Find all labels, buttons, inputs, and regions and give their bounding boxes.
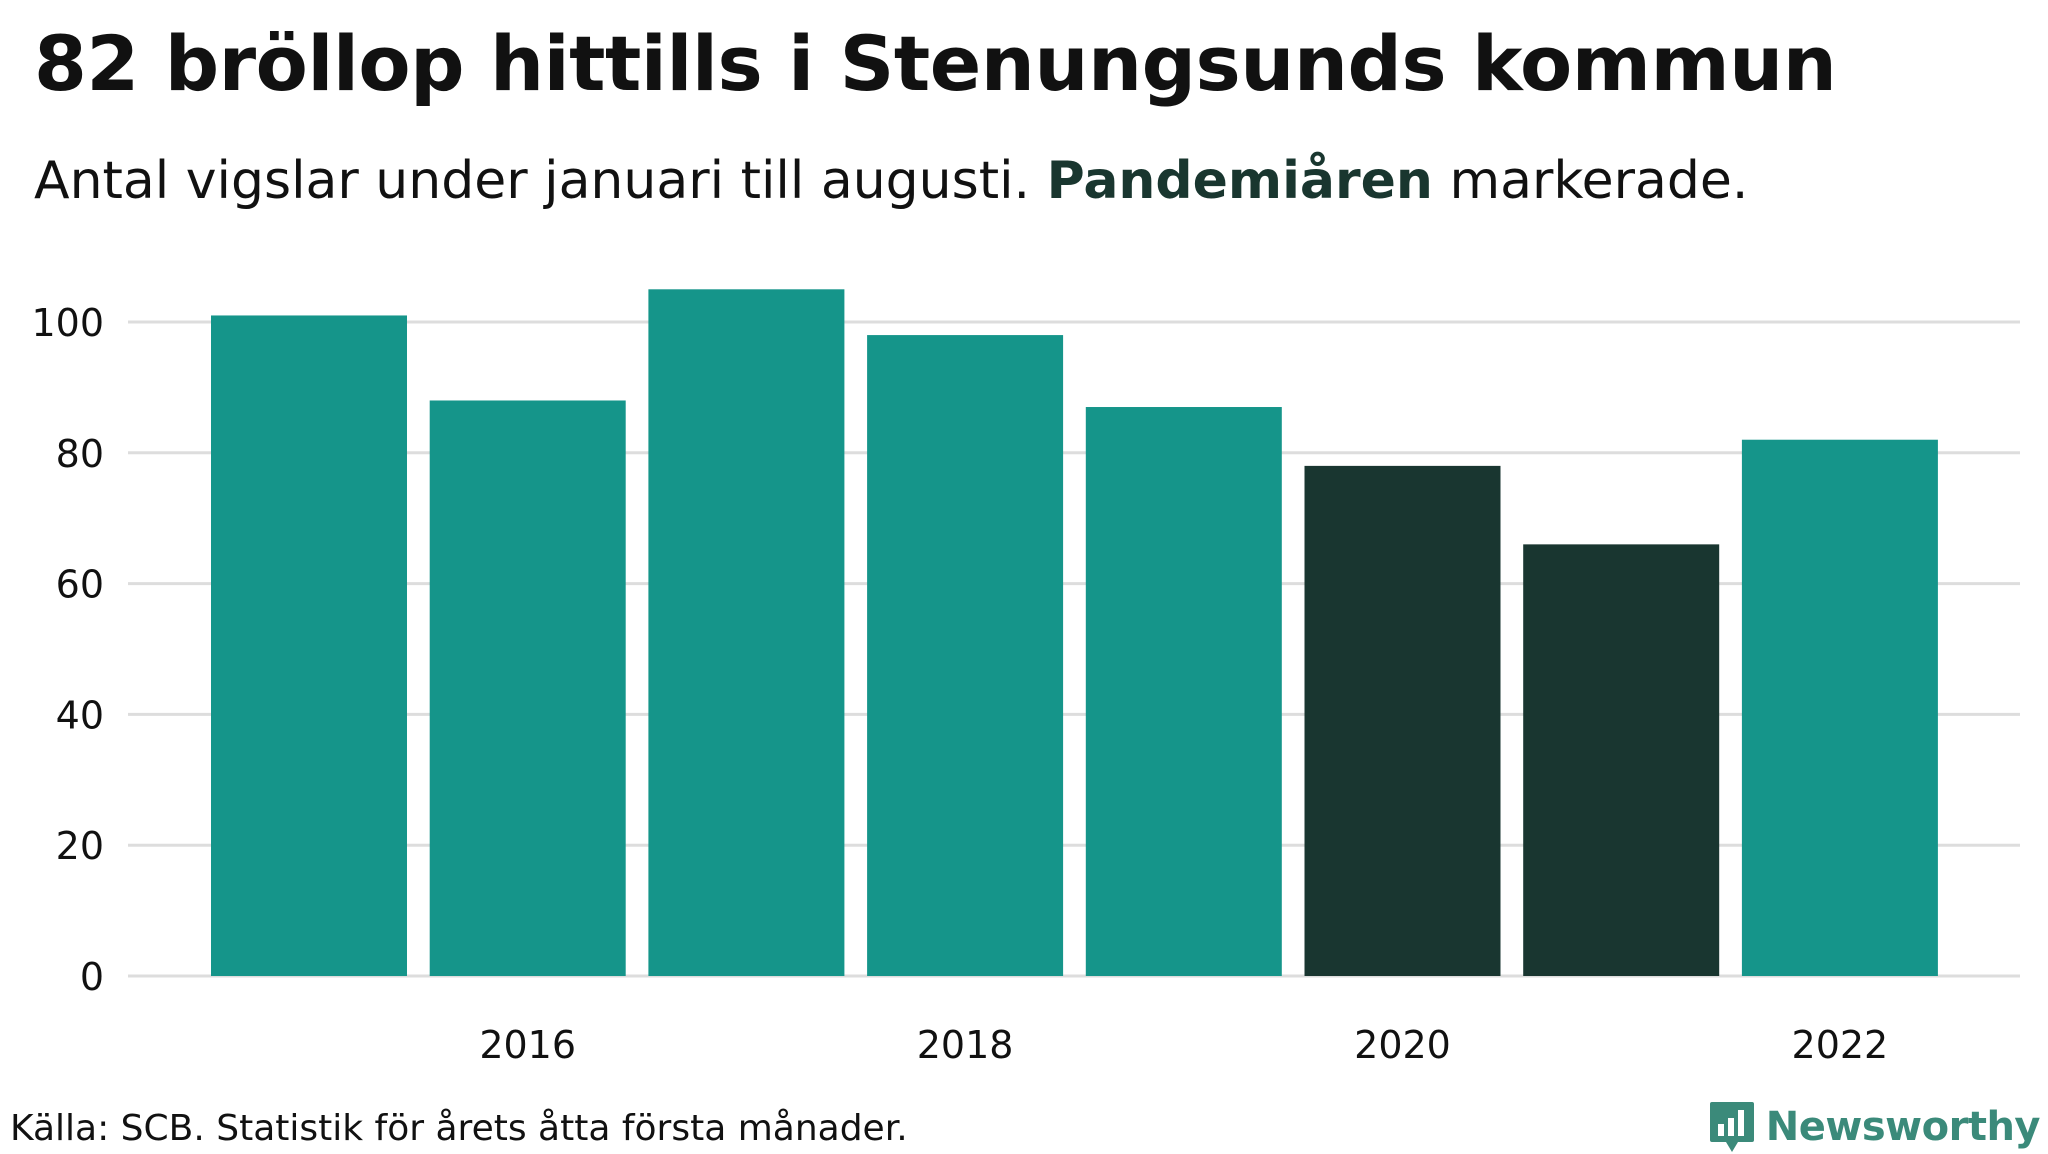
subtitle-text-end: markerade. [1432, 151, 1749, 211]
subtitle-highlight: Pandemiåren [1046, 151, 1433, 211]
gridlines [128, 320, 2020, 978]
bar-2021 [1523, 544, 1720, 976]
bar-2018 [867, 335, 1064, 976]
chart-title: 82 bröllop hittills i Stenungsunds kommu… [34, 19, 1837, 108]
newsworthy-logo: Newsworthy [1708, 1100, 2041, 1154]
y-tick-label: 20 [56, 824, 104, 868]
y-tick-label: 0 [80, 955, 104, 999]
x-tick-label: 2022 [1792, 1023, 1889, 1067]
source-note: Källa: SCB. Statistik för årets åtta för… [10, 1108, 908, 1149]
bar-chart: 0 20 40 60 80 100 2016 2018 2020 2022 [31, 289, 2020, 1067]
bar-2022 [1741, 439, 1938, 977]
x-axis: 2016 2018 2020 2022 [479, 1023, 1888, 1067]
chart-subtitle: Antal vigslar under januari till augusti… [34, 150, 1748, 212]
bar-2019 [1085, 407, 1282, 976]
y-tick-label: 60 [56, 563, 104, 607]
bar-2015 [211, 315, 407, 977]
bars [211, 289, 1938, 977]
bar-chart-logo-icon [1709, 1102, 1754, 1152]
y-tick-label: 100 [31, 301, 104, 345]
x-tick-label: 2020 [1354, 1023, 1451, 1067]
x-tick-label: 2016 [479, 1023, 576, 1067]
bar-2016 [429, 400, 626, 976]
bar-2017 [648, 289, 845, 976]
x-tick-label: 2018 [917, 1023, 1014, 1067]
y-tick-label: 40 [56, 693, 104, 737]
subtitle-text: Antal vigslar under januari till augusti… [34, 151, 1047, 211]
bar-2020 [1304, 465, 1501, 976]
y-axis: 0 20 40 60 80 100 [31, 301, 104, 999]
y-tick-label: 80 [56, 432, 104, 476]
brand-name: Newsworthy [1765, 1104, 2041, 1150]
